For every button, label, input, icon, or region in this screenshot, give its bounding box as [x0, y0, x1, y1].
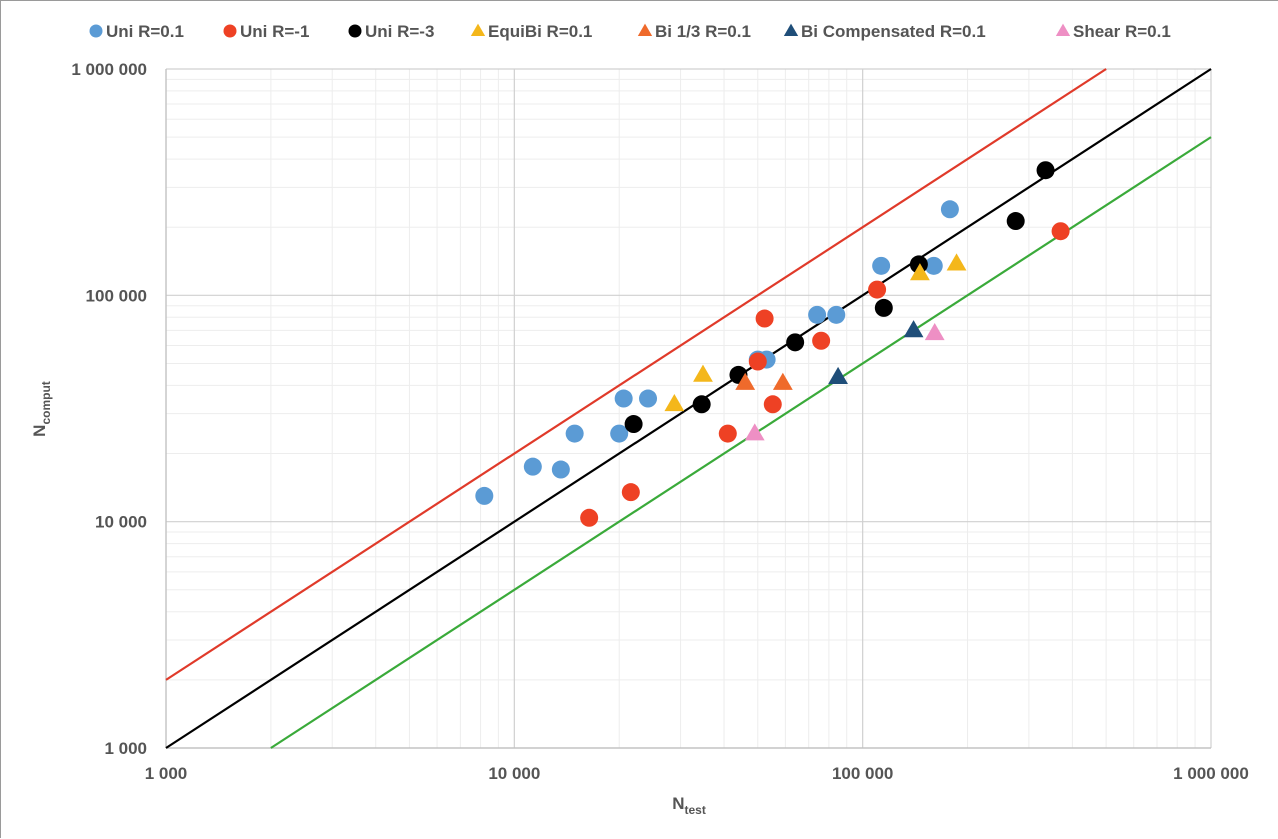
data-point [639, 389, 658, 408]
legend-label: EquiBi R=0.1 [488, 22, 592, 41]
data-point [621, 483, 640, 502]
data-point [763, 395, 782, 414]
legend-label: Shear R=0.1 [1073, 22, 1171, 41]
data-point [1006, 212, 1025, 231]
x-tick-label: 1 000 [145, 764, 188, 783]
legend-marker [348, 24, 362, 38]
data-point [786, 333, 805, 352]
data-point [772, 372, 793, 390]
data-point [946, 253, 967, 271]
x-axis-tick-labels: 1 000 10 000 100 000 1 000 000 [145, 764, 1249, 783]
legend-marker [637, 23, 653, 36]
major-gridlines [165, 68, 1212, 749]
data-point [748, 352, 767, 371]
data-point [812, 331, 831, 350]
legend: Uni R=0.1 Uni R=-1 Uni R=-3 EquiBi R=0.1 Bi … [89, 22, 1171, 41]
legend-label: Uni R=0.1 [106, 22, 184, 41]
data-point [551, 460, 570, 479]
legend-marker [470, 23, 486, 36]
y-tick-label: 1 000 000 [71, 60, 147, 79]
x-tick-label: 100 000 [832, 764, 893, 783]
data-point [827, 305, 846, 324]
data-point [1036, 161, 1055, 180]
data-point [523, 457, 542, 476]
legend-marker [89, 24, 103, 38]
data-point [874, 298, 893, 317]
y-axis-tick-labels: 1 000 10 000 100 000 1 000 000 [71, 60, 147, 758]
data-point [624, 415, 643, 434]
x-axis-title: Ntest [672, 794, 706, 817]
legend-label: Uni R=-3 [365, 22, 434, 41]
data-point [565, 424, 584, 443]
legend-label: Bi 1/3 R=0.1 [655, 22, 751, 41]
data-point [610, 424, 629, 443]
data-point [692, 395, 711, 414]
legend-marker [223, 24, 237, 38]
data-point [580, 508, 599, 527]
legend-label: Bi Compensated R=0.1 [801, 22, 986, 41]
data-point [735, 372, 756, 390]
data-point [903, 320, 924, 338]
reference-line [270, 136, 1212, 749]
data-point [718, 424, 737, 443]
data-point [868, 280, 887, 299]
data-point [664, 394, 685, 412]
legend-label: Uni R=-1 [240, 22, 309, 41]
reference-line [165, 68, 1212, 749]
data-point [693, 364, 713, 382]
legend-marker [1055, 23, 1071, 36]
x-tick-label: 10 000 [488, 764, 540, 783]
x-tick-label: 1 000 000 [1173, 764, 1249, 783]
y-tick-label: 10 000 [95, 513, 147, 532]
data-point [755, 309, 774, 328]
data-point [828, 366, 848, 384]
data-point [872, 256, 891, 275]
y-tick-label: 100 000 [86, 286, 147, 305]
data-point [475, 486, 494, 505]
y-axis-title: Ncomput [30, 381, 53, 437]
data-point [808, 305, 827, 324]
y-tick-label: 1 000 [104, 739, 147, 758]
data-points [475, 161, 1070, 527]
legend-marker [783, 23, 799, 36]
data-point [910, 263, 930, 281]
data-point [614, 389, 633, 408]
data-point [744, 423, 765, 441]
reference-line [165, 68, 1107, 681]
data-point [940, 200, 959, 219]
data-point [924, 256, 943, 275]
data-point [1051, 222, 1070, 241]
reference-lines [165, 68, 1212, 749]
data-point [909, 255, 928, 274]
data-point [924, 322, 945, 341]
